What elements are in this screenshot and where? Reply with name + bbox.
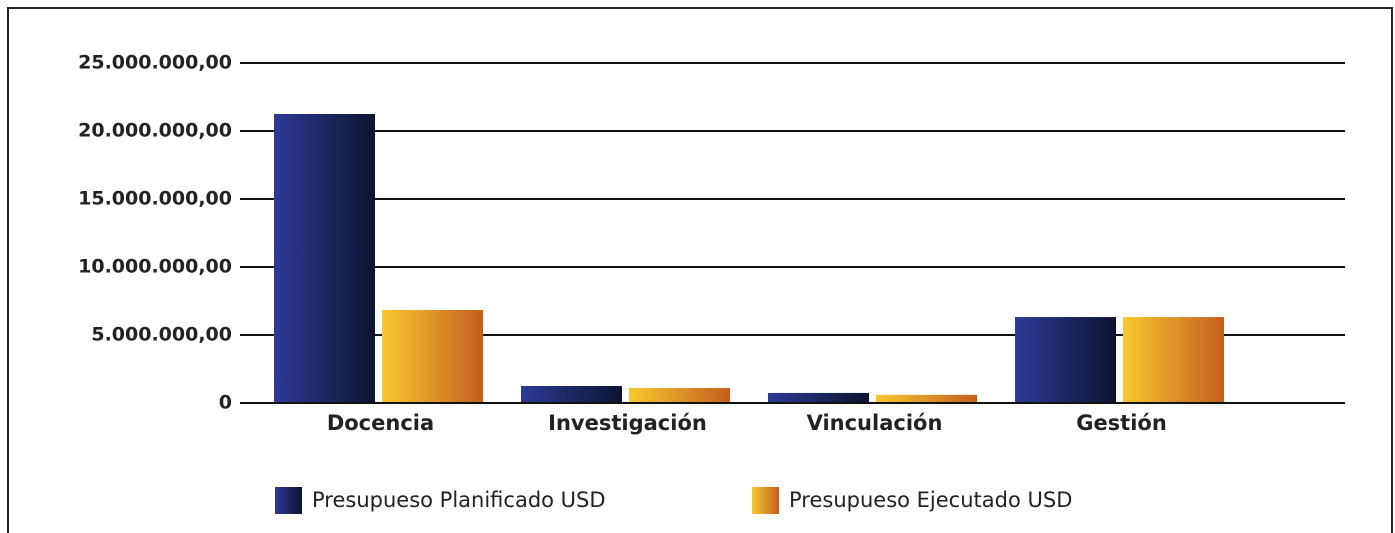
y-tick-label: 20.000.000,00 (78, 120, 232, 142)
legend-label: Presupueso Ejecutado USD (789, 488, 1072, 512)
y-tick-label: 10.000.000,00 (78, 256, 232, 278)
bar (274, 114, 375, 403)
frame (7, 7, 1393, 533)
y-tick-label: 25.000.000,00 (78, 52, 232, 74)
legend-swatch (275, 487, 302, 514)
y-tick-label: 5.000.000,00 (91, 324, 232, 346)
bar (1015, 317, 1116, 403)
bar (629, 388, 730, 403)
x-tick-label: Investigación (548, 411, 707, 435)
y-tick-label: 15.000.000,00 (78, 188, 232, 210)
bar (768, 392, 869, 403)
bar (521, 386, 622, 403)
y-tick-label: 0 (219, 392, 232, 414)
bar (1123, 317, 1224, 403)
legend-swatch (752, 487, 779, 514)
x-tick-label: Docencia (327, 411, 434, 435)
x-tick-label: Gestión (1076, 411, 1167, 435)
legend-label: Presupueso Planificado USD (312, 488, 606, 512)
bar (876, 394, 977, 403)
x-tick-label: Vinculación (807, 411, 943, 435)
bar (382, 309, 483, 403)
